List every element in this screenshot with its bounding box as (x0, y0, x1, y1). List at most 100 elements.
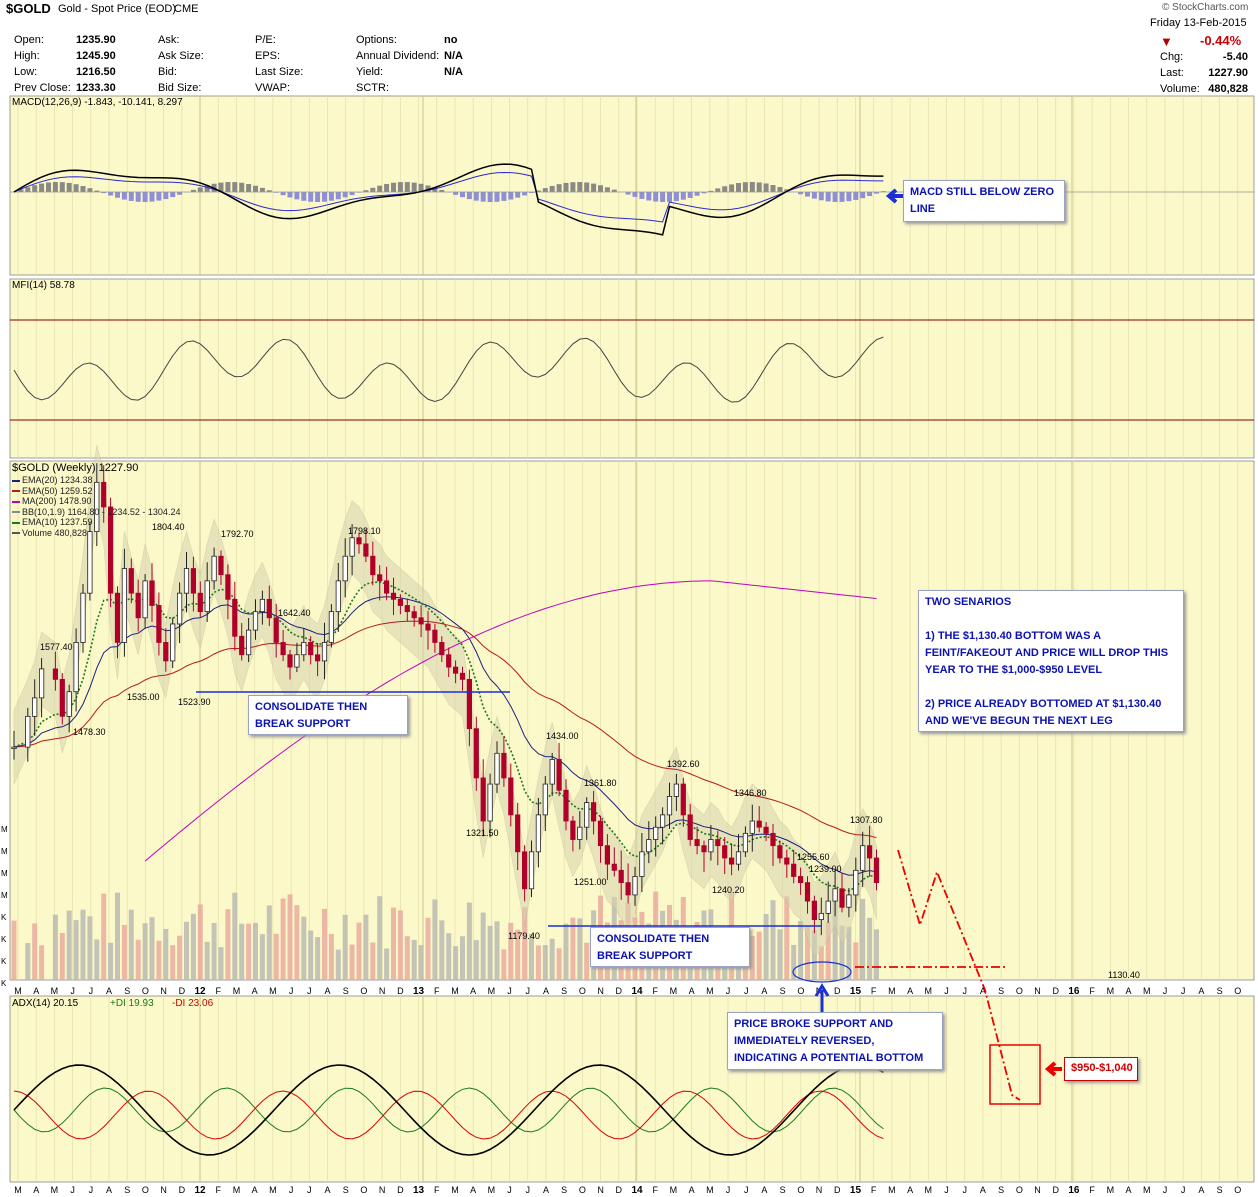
month-tick: M (1143, 986, 1151, 996)
volume-bar (749, 936, 755, 980)
legend-item: EMA(20) 1234.38 (12, 475, 93, 485)
volume-bar (211, 922, 217, 980)
candle-body (156, 605, 162, 643)
volume-bar (473, 940, 479, 980)
volume-tick: M (1, 825, 8, 834)
candle-body (570, 820, 576, 840)
volume-bar (487, 925, 493, 980)
volume-bar (798, 920, 804, 980)
candle-body (383, 580, 390, 594)
quote-cell: Last Size: (255, 66, 304, 78)
macd-histogram-bar (508, 192, 514, 200)
summary-label: Last: (1160, 67, 1184, 79)
candle-body (618, 869, 624, 884)
month-tick: J (70, 986, 75, 996)
candle-body (128, 568, 134, 594)
month-tick: S (998, 1185, 1004, 1195)
macd-histogram-bar (177, 192, 183, 195)
quote-cell: High: (14, 50, 40, 62)
volume-tick: K (1, 935, 7, 944)
month-tick: A (33, 986, 39, 996)
candle-body (335, 580, 341, 613)
month-tick: J (289, 986, 294, 996)
legend-item: Volume 480,828 (12, 528, 87, 538)
volume-bar (184, 921, 189, 980)
macd-histogram-bar (529, 192, 534, 193)
volume-bar (315, 937, 321, 980)
month-tick: 13 (413, 986, 425, 997)
summary-label: Chg: (1160, 51, 1184, 63)
month-tick: O (142, 986, 149, 996)
candle-body (791, 863, 797, 877)
candle-body (411, 611, 417, 619)
quote-cell: 1235.90 (76, 34, 116, 46)
macd-histogram-bar (632, 192, 638, 197)
macd-histogram-bar (384, 183, 390, 192)
candle-body (818, 913, 824, 920)
macd-histogram-bar (722, 186, 728, 192)
macd-histogram-bar (108, 192, 114, 196)
month-tick: M (670, 1185, 678, 1195)
candle-body (846, 894, 852, 908)
mfi-panel (9, 278, 1255, 459)
macd-histogram-bar (584, 182, 590, 192)
month-tick: 14 (631, 986, 643, 997)
volume-bar (177, 935, 183, 980)
legend-item: EMA(10) 1237.59 (12, 517, 93, 527)
volume-bar (460, 936, 465, 980)
macd-histogram-bar (749, 182, 755, 192)
candle-body (687, 814, 693, 840)
month-tick: M (670, 986, 678, 996)
legend-text: EMA(50) 1259.52 (22, 485, 93, 496)
consolidate-note-2012: CONSOLIDATE THEN BREAK SUPPORT (248, 695, 408, 735)
volume-bar (197, 904, 203, 980)
macd-histogram-bar (494, 192, 500, 202)
month-tick: M (706, 1185, 714, 1195)
candle-body (301, 642, 307, 656)
plus-di-label: +DI 19.93 (110, 998, 154, 1009)
candle-body (59, 678, 65, 717)
candle-body (459, 672, 466, 680)
candle-body (604, 845, 611, 865)
candle-body (611, 863, 617, 871)
month-tick: A (470, 986, 476, 996)
scenarios-note: TWO SENARIOS 1) THE $1,130.40 BOTTOM WAS… (918, 590, 1184, 732)
macd-histogram-bar (322, 192, 327, 202)
macd-histogram-bar (680, 192, 686, 200)
candle-body (535, 814, 542, 853)
candle-body (625, 882, 631, 896)
summary-value: -5.40 (1222, 51, 1248, 63)
month-tick: 16 (1068, 1185, 1080, 1196)
month-tick: J (944, 986, 949, 996)
candle-body (163, 642, 169, 662)
volume-bar (556, 948, 562, 980)
volume-bar (363, 914, 369, 980)
macd-histogram-bar (101, 192, 107, 194)
volume-bar (218, 947, 224, 980)
macd-histogram-bar (777, 186, 783, 192)
candle-body (432, 629, 438, 643)
month-tick: N (1034, 1185, 1041, 1195)
volume-bar (853, 942, 859, 980)
candle-body (853, 869, 859, 896)
volume-bar (128, 909, 134, 980)
volume-bar (328, 933, 334, 980)
month-tick: 12 (194, 1185, 206, 1196)
legend-item: MA(200) 1478.90 (12, 496, 92, 506)
month-tick: A (761, 986, 767, 996)
candle-body (556, 759, 562, 791)
candle-body (404, 605, 410, 613)
quote-cell: no (444, 34, 458, 46)
macd-histogram-bar (149, 192, 155, 202)
macd-histogram-bar (259, 187, 265, 192)
quote-cell: P/E: (255, 34, 276, 46)
minus-di-line (13, 1090, 884, 1140)
volume-bar (542, 945, 548, 980)
candle-body (722, 845, 728, 859)
month-tick: M (14, 1185, 22, 1195)
volume-bar (87, 916, 93, 980)
candle-body (108, 506, 114, 594)
candle-body (197, 592, 203, 613)
macd-histogram-bar (377, 185, 383, 192)
volume-bar (418, 945, 424, 980)
